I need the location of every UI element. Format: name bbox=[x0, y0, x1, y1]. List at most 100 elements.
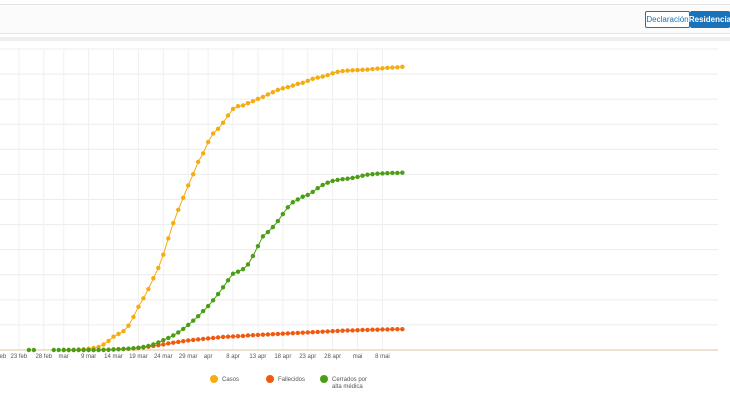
data-point bbox=[325, 72, 330, 78]
data-point bbox=[250, 253, 256, 259]
residencia-button[interactable]: Residencia bbox=[689, 11, 730, 28]
data-point bbox=[290, 330, 295, 336]
data-point bbox=[230, 106, 236, 112]
data-point bbox=[220, 334, 226, 340]
data-point bbox=[220, 120, 226, 125]
data-point bbox=[151, 342, 156, 347]
data-point bbox=[345, 176, 350, 181]
data-point bbox=[131, 346, 136, 351]
data-point bbox=[290, 83, 295, 88]
data-point bbox=[310, 329, 315, 335]
data-point bbox=[260, 94, 266, 100]
data-point bbox=[255, 243, 261, 249]
data-point bbox=[166, 236, 171, 241]
data-point bbox=[181, 326, 186, 332]
data-point bbox=[320, 182, 325, 188]
data-point bbox=[230, 271, 236, 276]
data-point bbox=[210, 335, 216, 341]
data-point bbox=[66, 347, 71, 353]
toolbar-separator bbox=[0, 37, 730, 41]
data-point bbox=[295, 330, 300, 336]
data-point bbox=[265, 229, 271, 235]
data-point bbox=[91, 347, 96, 353]
data-point bbox=[235, 269, 241, 274]
data-point bbox=[315, 329, 320, 335]
legend-label: Fallecidos bbox=[278, 377, 305, 383]
data-point bbox=[240, 103, 246, 108]
data-point bbox=[176, 339, 181, 345]
data-point bbox=[365, 172, 370, 177]
data-point bbox=[51, 347, 56, 353]
data-point bbox=[191, 171, 196, 177]
data-point bbox=[96, 347, 101, 353]
data-point bbox=[370, 327, 375, 332]
data-point bbox=[385, 170, 390, 176]
data-point bbox=[305, 330, 310, 335]
data-point bbox=[225, 113, 231, 118]
data-point bbox=[310, 76, 315, 82]
data-point bbox=[395, 326, 400, 332]
data-point bbox=[265, 332, 271, 337]
data-point bbox=[141, 296, 146, 301]
data-point bbox=[270, 331, 276, 337]
x-tick-label: 19 mar bbox=[129, 354, 148, 360]
data-point bbox=[106, 347, 111, 352]
data-point bbox=[181, 195, 186, 200]
data-point bbox=[171, 340, 176, 345]
data-point bbox=[355, 67, 360, 73]
data-point bbox=[225, 278, 231, 283]
data-point bbox=[166, 335, 171, 341]
data-point bbox=[176, 330, 181, 335]
data-point bbox=[335, 177, 340, 183]
legend-label: alta médica bbox=[332, 384, 363, 390]
data-point bbox=[200, 336, 206, 342]
data-point bbox=[121, 346, 126, 352]
data-point bbox=[205, 139, 211, 145]
x-tick-label: 29 mar bbox=[179, 354, 198, 360]
data-point bbox=[116, 347, 121, 352]
data-point bbox=[325, 329, 330, 334]
data-point bbox=[220, 285, 226, 290]
data-point bbox=[285, 331, 291, 336]
data-point bbox=[230, 334, 236, 339]
data-point bbox=[260, 332, 266, 337]
data-point bbox=[370, 66, 375, 72]
data-point bbox=[151, 276, 156, 281]
data-point bbox=[245, 333, 251, 338]
declaracion-button[interactable]: Declaración bbox=[645, 11, 690, 28]
data-point bbox=[350, 328, 355, 333]
data-point bbox=[275, 87, 281, 93]
legend-marker bbox=[320, 375, 328, 383]
data-point bbox=[111, 347, 116, 352]
data-point bbox=[275, 218, 281, 224]
data-point bbox=[365, 327, 370, 333]
data-point bbox=[176, 207, 181, 212]
data-point bbox=[161, 252, 166, 257]
data-point bbox=[210, 298, 216, 303]
data-point bbox=[380, 327, 385, 332]
x-tick-label: 9 mar bbox=[81, 354, 96, 360]
data-point bbox=[400, 64, 405, 70]
data-point bbox=[395, 65, 400, 70]
legend-marker bbox=[210, 375, 218, 383]
data-point bbox=[215, 335, 221, 340]
data-point bbox=[215, 291, 221, 297]
data-point bbox=[146, 286, 151, 292]
data-point bbox=[305, 78, 310, 84]
data-point bbox=[315, 75, 320, 80]
data-point bbox=[320, 74, 325, 79]
data-point bbox=[146, 343, 151, 349]
data-point bbox=[195, 337, 201, 342]
data-point bbox=[205, 336, 211, 341]
data-point bbox=[355, 327, 360, 333]
data-point bbox=[171, 220, 176, 226]
data-point bbox=[116, 331, 121, 337]
data-point bbox=[126, 323, 131, 328]
data-point bbox=[285, 205, 291, 210]
data-point bbox=[395, 170, 400, 176]
data-point bbox=[270, 89, 276, 95]
data-point bbox=[96, 344, 101, 350]
data-point bbox=[345, 328, 350, 333]
data-point bbox=[225, 334, 231, 339]
data-point bbox=[375, 171, 380, 176]
